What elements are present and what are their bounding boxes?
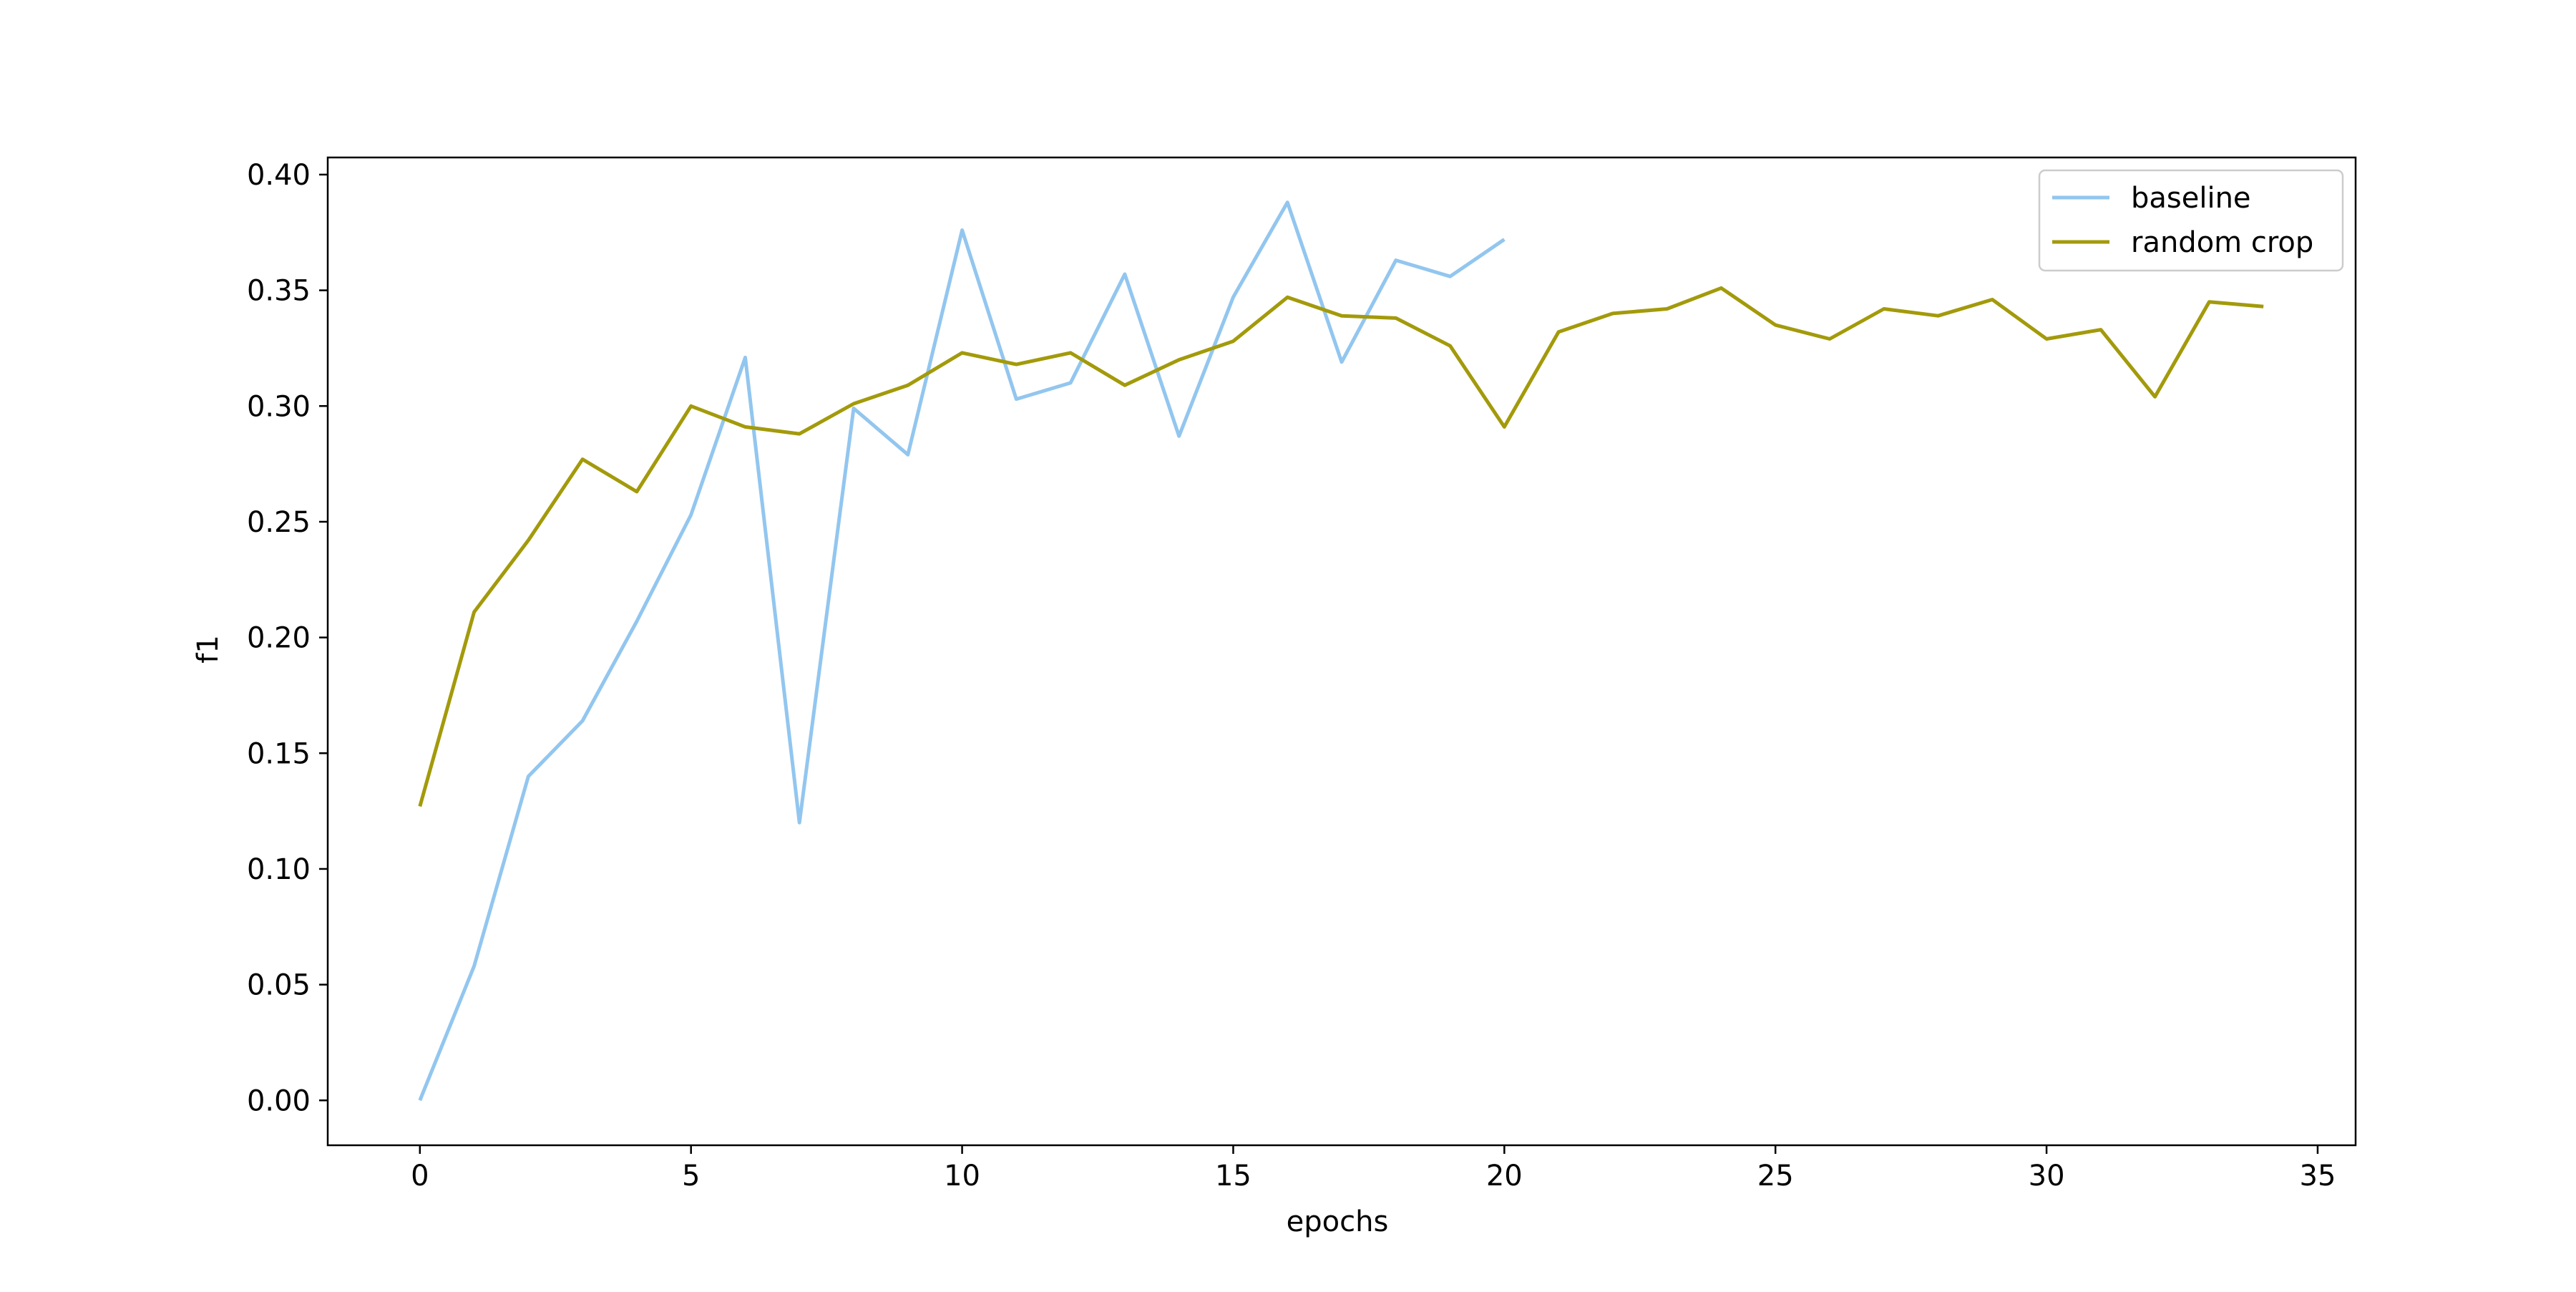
legend-label-1: baseline (2131, 182, 2251, 215)
x-tick-label: 35 (2300, 1160, 2336, 1193)
y-tick-label: 0.40 (247, 159, 311, 192)
y-tick-label: 0.15 (247, 737, 311, 770)
y-tick-label: 0.35 (247, 275, 311, 308)
y-tick-label: 0.25 (247, 506, 311, 539)
y-tick-label: 0.05 (247, 969, 311, 1002)
y-tick-label: 0.10 (247, 853, 311, 886)
y-tick-label: 0.00 (247, 1084, 311, 1117)
y-tick-label: 0.30 (247, 390, 311, 423)
x-tick-label: 5 (682, 1160, 700, 1193)
x-tick-label: 30 (2029, 1160, 2065, 1193)
x-tick-label: 10 (944, 1160, 980, 1193)
legend-label-2: random crop (2131, 226, 2313, 259)
x-axis-label: epochs (1287, 1205, 1389, 1238)
legend: baseline random crop (2038, 169, 2344, 272)
y-tick-label: 0.20 (247, 622, 311, 655)
x-tick-label: 0 (411, 1160, 429, 1193)
x-tick-label: 20 (1486, 1160, 1523, 1193)
plot-frame (326, 156, 2357, 1147)
x-tick-label: 15 (1215, 1160, 1252, 1193)
y-axis-label: f1 (192, 635, 225, 664)
legend-box (2038, 169, 2344, 272)
series-line-2 (418, 286, 2264, 807)
x-tick-label: 25 (1757, 1160, 1794, 1193)
